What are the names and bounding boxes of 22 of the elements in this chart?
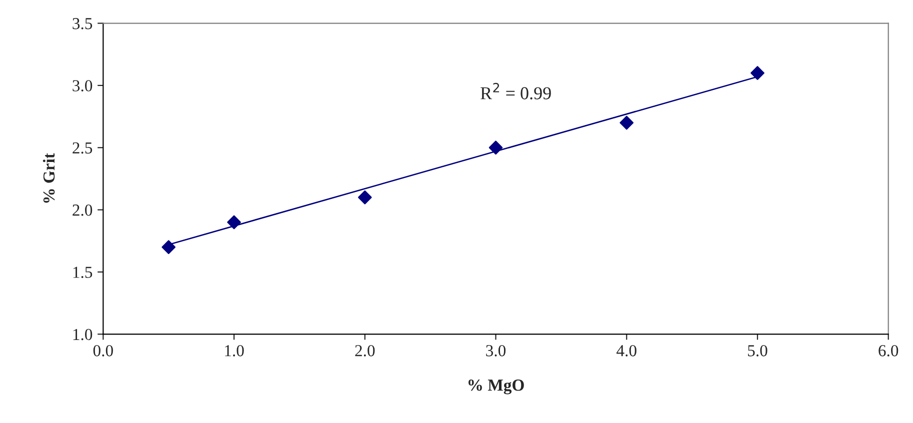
y-tick-label: 2.0 [72,204,92,216]
y-tick-label: 2.5 [72,142,92,154]
x-tick-label: 4.0 [616,345,636,356]
x-tick-label: 6.0 [878,345,898,356]
point [620,116,634,130]
point [162,240,176,254]
y-axis-title: % Grit [42,153,55,203]
x-tick-label: 3.0 [486,345,506,356]
x-tick-label: 2.0 [355,345,375,356]
x-axis-title: % MgO [468,379,524,394]
y-tick-label: 1.0 [73,328,92,340]
point [750,66,764,80]
point [488,140,503,155]
point [227,215,241,230]
x-tick-label: 0.0 [93,345,113,356]
x-tick-label: 1.0 [225,345,244,356]
y-tick-label: 3.0 [72,80,92,92]
y-tick-label: 3.5 [72,18,92,30]
point [358,190,372,204]
annotation: R$^{2}$ = 0.99 [480,82,551,100]
x-tick-label: 5.0 [748,345,768,356]
y-tick-label: 1.5 [73,266,92,278]
